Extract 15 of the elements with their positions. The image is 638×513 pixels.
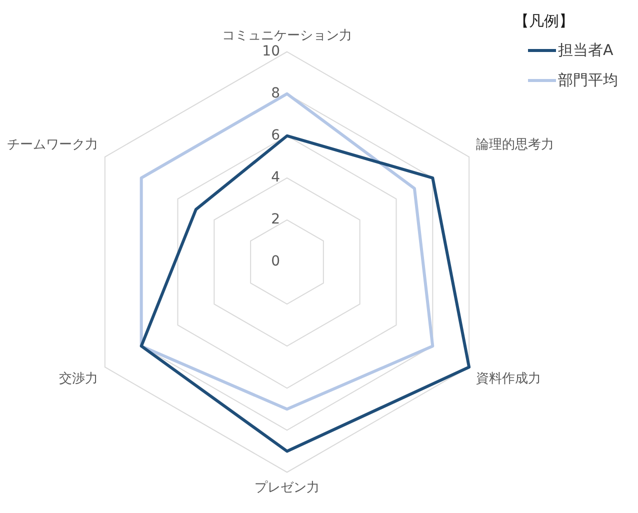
y-tick-label: 4 <box>271 170 280 186</box>
y-tick-label: 8 <box>271 85 280 102</box>
y-tick-label: 6 <box>271 128 280 144</box>
spoke-label: 論理的思考力 <box>476 137 554 152</box>
y-tick-label: 0 <box>271 254 280 270</box>
spoke-label: チームワーク力 <box>7 137 98 152</box>
legend-label: 部門平均 <box>558 70 618 90</box>
y-tick-label: 2 <box>271 212 280 228</box>
legend-label: 担当者A <box>558 40 614 60</box>
legend-title: 【凡例】 <box>514 12 575 31</box>
spoke-label: 資料作成力 <box>476 371 541 386</box>
y-tick-label: 10 <box>262 43 280 60</box>
spoke-label: プレゼン力 <box>254 480 320 496</box>
spoke-label: コミュニケーション力 <box>222 28 352 44</box>
spoke-label: 交渉力 <box>59 370 98 386</box>
